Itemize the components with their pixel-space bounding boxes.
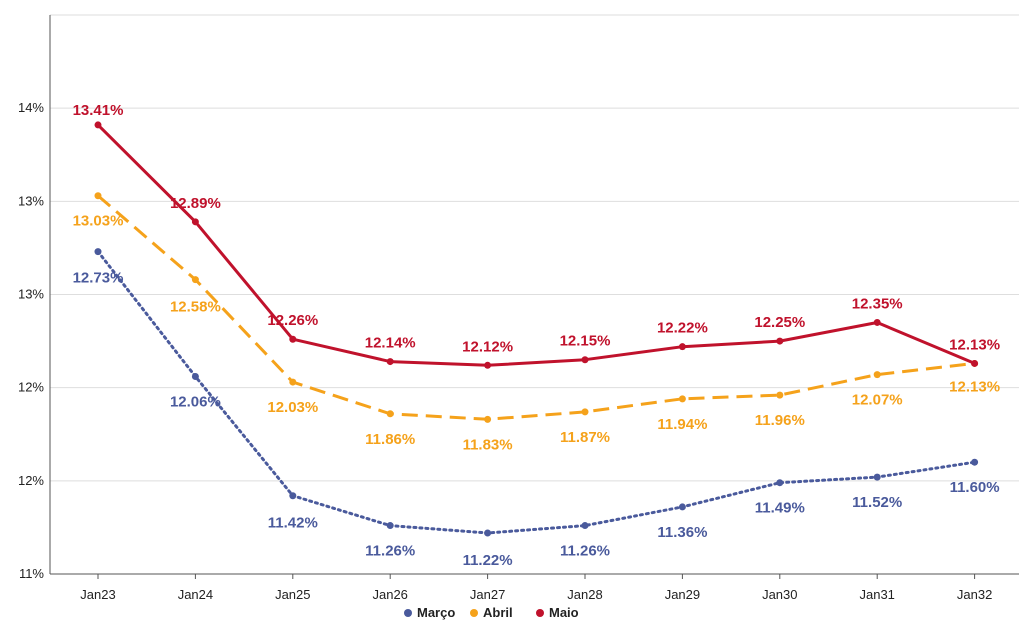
data-point (386, 522, 394, 530)
data-label: 11.26% (560, 543, 610, 560)
data-point (581, 522, 589, 530)
y-tick-label: 12% (18, 380, 44, 395)
x-axis: Jan23 Jan24 Jan25 Jan26 Jan27 Jan28 Jan29 Jan30… (50, 573, 1019, 602)
data-label: 12.25% (754, 314, 805, 331)
y-tick-label: 11% (19, 566, 44, 581)
data-label: 12.13% (949, 378, 1000, 395)
data-label: 12.03% (267, 399, 318, 416)
data-point (581, 408, 589, 416)
data-point (873, 371, 881, 379)
data-point (191, 372, 199, 380)
series-group (94, 121, 979, 537)
data-label: 11.86% (365, 431, 415, 448)
data-label: 12.12% (462, 338, 513, 355)
data-point (581, 356, 589, 364)
data-point (289, 492, 297, 500)
data-label: 13.03% (73, 213, 124, 230)
legend-marker (404, 609, 412, 617)
data-point (289, 335, 297, 343)
data-point (678, 343, 686, 351)
data-label: 11.96% (755, 412, 805, 429)
data-label: 11.52% (852, 494, 902, 511)
legend-label: Abril (483, 605, 513, 620)
x-tick-label: Jan27 (470, 587, 505, 602)
data-label: 12.73% (73, 270, 124, 287)
data-label: 13.41% (73, 102, 124, 119)
data-point (776, 391, 784, 399)
legend-marker (470, 609, 478, 617)
data-label: 12.26% (267, 312, 318, 329)
data-label: 12.06% (170, 393, 221, 410)
data-label: 12.58% (170, 299, 221, 316)
data-label: 11.22% (463, 552, 513, 569)
x-tick-label: Jan25 (275, 587, 310, 602)
data-point (776, 337, 784, 345)
x-tick-label: Jan26 (372, 587, 407, 602)
data-label: 12.15% (560, 333, 611, 350)
data-label: 11.42% (268, 515, 318, 532)
data-point (191, 276, 199, 284)
data-label: 11.60% (950, 479, 1000, 496)
data-point (971, 458, 979, 466)
y-axis: 11% 12% 12% 13% 13% 14% (18, 15, 51, 581)
series-line-março (96, 250, 977, 535)
data-point (289, 378, 297, 386)
legend-label: Março (417, 605, 455, 620)
data-point (678, 503, 686, 511)
series-line-abril (97, 194, 975, 421)
data-point (873, 473, 881, 481)
data-point (678, 395, 686, 403)
data-label: 11.94% (657, 416, 707, 433)
x-tick-label: Jan31 (859, 587, 894, 602)
data-label: 11.26% (365, 543, 415, 560)
series-line-maio (96, 123, 976, 367)
legend: Março Abril Maio (404, 605, 579, 620)
y-tick-label: 14% (18, 100, 44, 115)
data-point (776, 479, 784, 487)
data-point (873, 318, 881, 326)
data-label: 11.83% (463, 436, 513, 453)
x-tick-label: Jan29 (665, 587, 700, 602)
data-label: 12.07% (852, 392, 903, 409)
x-tick-label: Jan30 (762, 587, 797, 602)
x-tick-label: Jan24 (178, 587, 213, 602)
x-tick-label: Jan23 (80, 587, 115, 602)
y-tick-label: 13% (18, 193, 44, 208)
data-label: 12.35% (852, 295, 903, 312)
data-label: 11.36% (657, 524, 707, 541)
data-point (386, 410, 394, 418)
data-labels: 12.73% 12.06% 11.42% 11.26% 11.22% 11.26% 11.3… (73, 102, 1000, 569)
y-tick-label: 12% (18, 473, 44, 488)
data-point (94, 121, 102, 129)
legend-label: Maio (549, 605, 579, 620)
data-point (94, 192, 102, 200)
data-point (971, 359, 979, 367)
data-point (484, 415, 492, 423)
legend-marker (536, 609, 544, 617)
data-label: 12.89% (170, 195, 221, 212)
data-point (94, 248, 102, 256)
data-label: 12.14% (365, 335, 416, 352)
data-label: 11.49% (755, 500, 805, 517)
data-label: 12.22% (657, 320, 708, 337)
x-tick-label: Jan32 (957, 587, 992, 602)
data-label: 12.13% (949, 336, 1000, 353)
data-label: 11.87% (560, 429, 610, 446)
x-tick-label: Jan28 (567, 587, 602, 602)
data-point (191, 218, 199, 226)
data-point (484, 361, 492, 369)
y-tick-label: 13% (18, 287, 44, 302)
data-point (386, 358, 394, 366)
data-point (484, 529, 492, 537)
